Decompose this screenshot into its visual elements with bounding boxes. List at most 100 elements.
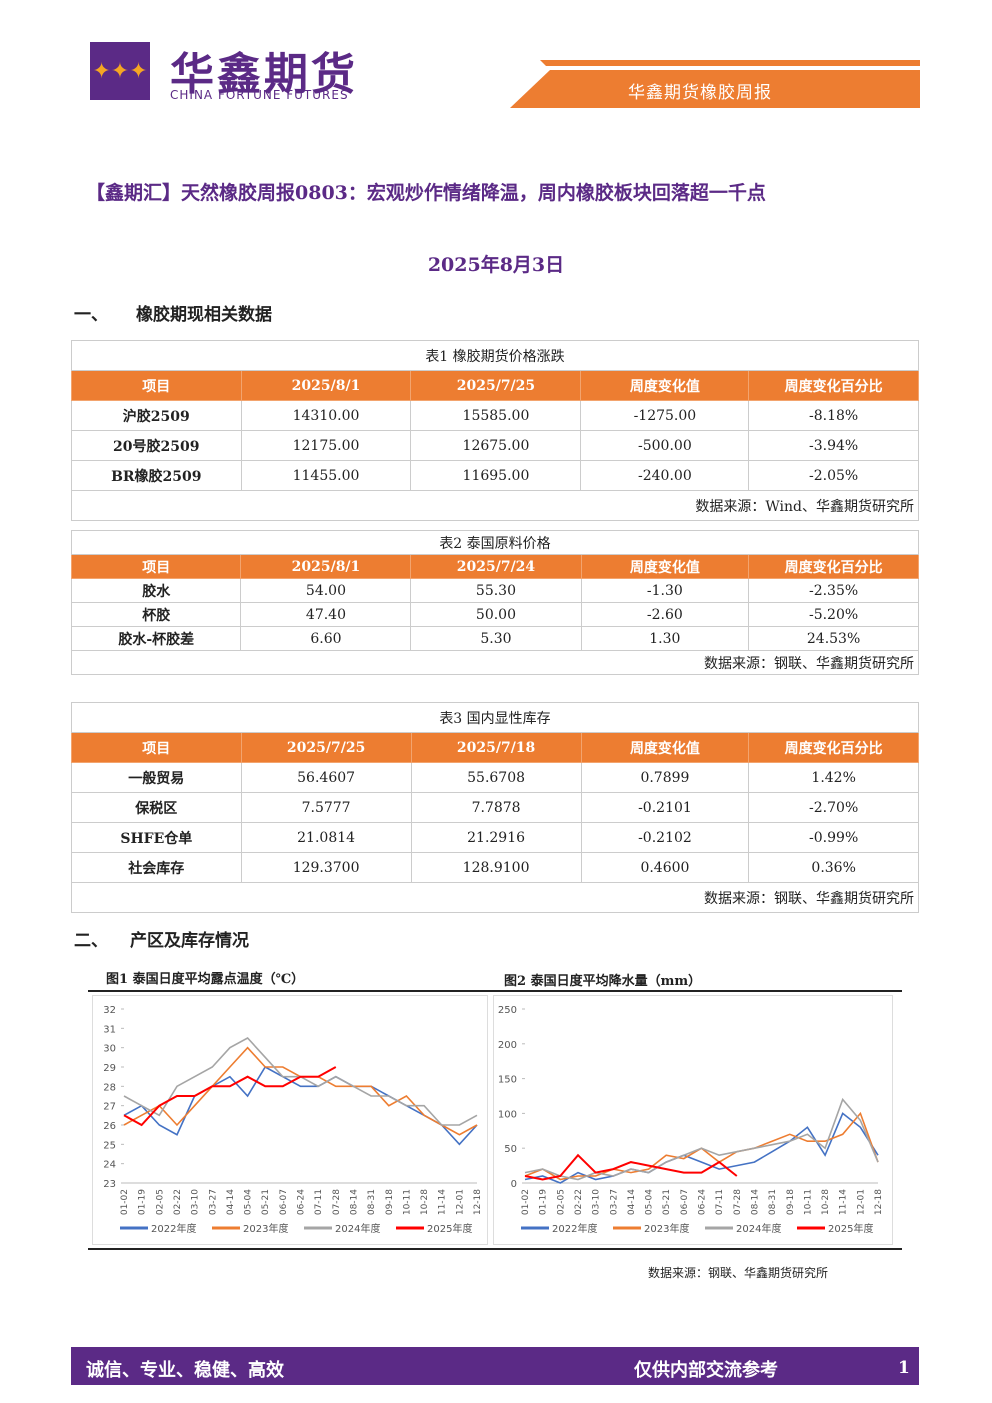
- title: 【鑫期汇】天然橡胶周报0803：宏观炒作情绪降温，周内橡胶板块回落超一千点: [86, 182, 766, 204]
- caption-row: 表2 泰国原料价格: [71, 530, 919, 555]
- header-cell: 周度变化百分比: [748, 370, 919, 401]
- y-tick-label: 28: [103, 1082, 116, 1093]
- cell: 胶水-杯胶差: [70, 626, 242, 651]
- x-tick-label: 10-28: [420, 1189, 430, 1215]
- y-tick-label: 30: [103, 1044, 116, 1055]
- cell: 129.3700: [240, 852, 412, 883]
- cell: 50.00: [410, 602, 582, 627]
- series-line: [524, 1097, 879, 1181]
- x-tick-label: 03-10: [592, 1189, 602, 1215]
- y-tick-label: 32: [103, 1005, 116, 1016]
- data-row: 一般贸易 56.4607 55.6708 0.7899 1.42%: [71, 762, 919, 793]
- chart-caption: 图1 泰国日度平均露点温度（℃）: [106, 972, 305, 987]
- x-tick-label: 05-21: [662, 1189, 672, 1215]
- x-tick-label: 12-01: [455, 1189, 465, 1215]
- y-tick-label: 100: [498, 1109, 517, 1120]
- series-line: [524, 1153, 738, 1181]
- x-tick-label: 01-19: [539, 1189, 549, 1215]
- cell: 胶水: [70, 578, 242, 603]
- x-tick-label: 06-07: [680, 1189, 690, 1215]
- cell: -0.2101: [580, 792, 750, 823]
- legend-label: 2025年度: [427, 1222, 472, 1235]
- header-cell: 项目: [71, 732, 242, 763]
- cell: 6.60: [240, 626, 412, 651]
- table-caption: 表2 泰国原料价格: [71, 530, 919, 555]
- logo-icon: ✦✦✦: [92, 59, 147, 84]
- x-tick-label: 11-14: [438, 1189, 448, 1215]
- x-tick-label: 01-02: [120, 1189, 130, 1215]
- x-tick-label: 06-24: [297, 1189, 307, 1215]
- table-source: 数据来源：钢联、华鑫期货研究所: [71, 650, 919, 675]
- source-row: 数据来源：钢联、华鑫期货研究所: [71, 882, 919, 913]
- cell: 0.4600: [580, 852, 750, 883]
- x-tick-label: 03-27: [208, 1189, 218, 1215]
- x-tick-label: 03-27: [609, 1189, 619, 1215]
- x-tick-label: 08-31: [367, 1189, 377, 1215]
- header-cell: 2025/7/18: [410, 732, 582, 763]
- y-tick-label: 150: [498, 1075, 517, 1086]
- data-table: 表3 国内显性库存 项目 2025/7/25 2025/7/18 周度变化值 周度变化百分…: [71, 702, 919, 913]
- footer-notice: 仅供内部交流参考: [634, 1360, 778, 1381]
- cell: 24.53%: [748, 626, 919, 651]
- legend-label: 2022年度: [151, 1222, 196, 1235]
- cell: 沪胶2509: [71, 400, 242, 431]
- cell: 保税区: [71, 792, 242, 823]
- y-tick-label: 50: [504, 1144, 517, 1155]
- y-tick-label: 26: [103, 1121, 116, 1132]
- cell: 55.6708: [410, 762, 582, 793]
- header-cell: 2025/7/25: [410, 370, 582, 401]
- header-cell: 周度变化值: [580, 732, 750, 763]
- header-row: 项目 2025/7/25 2025/7/18 周度变化值 周度变化百分比: [71, 732, 919, 763]
- cell: 1.30: [580, 626, 750, 651]
- table-caption: 表3 国内显性库存: [71, 702, 919, 733]
- section-number: 一、: [74, 305, 108, 325]
- x-tick-label: 05-21: [261, 1189, 271, 1215]
- logo: ✦✦✦: [90, 42, 150, 100]
- y-tick-label: 200: [498, 1040, 517, 1051]
- header-row: 项目 2025/8/1 2025/7/25 周度变化值 周度变化百分比: [71, 370, 919, 401]
- cell: -2.60: [580, 602, 750, 627]
- header-cell: 周度变化百分比: [748, 732, 919, 763]
- caption-row: 表1 橡胶期货价格涨跌: [71, 340, 919, 371]
- x-tick-label: 10-11: [803, 1189, 813, 1215]
- section-title: 产区及库存情况: [130, 931, 249, 951]
- y-tick-label: 25: [103, 1140, 116, 1151]
- header-cell: 项目: [70, 554, 242, 579]
- cell: 11455.00: [240, 460, 412, 491]
- x-tick-label: 01-02: [521, 1189, 531, 1215]
- cell: 20号胶2509: [71, 430, 242, 461]
- footer-motto: 诚信、专业、稳健、高效: [86, 1360, 284, 1381]
- footer: [71, 1347, 919, 1385]
- header-cell: 2025/8/1: [240, 554, 412, 579]
- cell: 12175.00: [240, 430, 412, 461]
- report-name: 华鑫期货橡胶周报: [628, 83, 772, 103]
- data-table: 表1 橡胶期货价格涨跌 项目 2025/8/1 2025/7/25 周度变化值 周度变化百…: [71, 340, 919, 521]
- chart: 23 24 25 26 27 28 29 30 31 32 01-02 01-19 02-05 02-22…: [92, 995, 488, 1245]
- cell: -240.00: [580, 460, 750, 491]
- cell: 54.00: [240, 578, 412, 603]
- cell: 47.40: [240, 602, 412, 627]
- cell: 0.36%: [748, 852, 919, 883]
- x-tick-label: 05-04: [645, 1189, 655, 1215]
- cell: 56.4607: [240, 762, 412, 793]
- cell: 14310.00: [240, 400, 412, 431]
- page-number: 1: [898, 1358, 910, 1378]
- x-tick-label: 02-22: [173, 1189, 183, 1215]
- header-cell: 2025/8/1: [240, 370, 412, 401]
- data-row: 保税区 7.5777 7.7878 -0.2101 -2.70%: [71, 792, 919, 823]
- legend-label: 2023年度: [243, 1222, 288, 1235]
- table-source: 数据来源：钢联、华鑫期货研究所: [71, 882, 919, 913]
- data-row: BR橡胶2509 11455.00 11695.00 -240.00 -2.05%: [71, 460, 919, 491]
- header-band: [510, 60, 920, 108]
- x-tick-label: 02-05: [155, 1189, 165, 1215]
- header-cell: 2025/7/25: [240, 732, 412, 763]
- header-cell: 周度变化值: [580, 370, 750, 401]
- cell: -0.2102: [580, 822, 750, 853]
- x-tick-label: 06-07: [279, 1189, 289, 1215]
- y-tick-label: 31: [103, 1024, 116, 1035]
- y-tick-label: 29: [103, 1063, 116, 1074]
- x-tick-label: 03-10: [191, 1189, 201, 1215]
- cell: 5.30: [410, 626, 582, 651]
- table-source: 数据来源：Wind、华鑫期货研究所: [71, 490, 919, 521]
- x-tick-label: 12-18: [874, 1189, 884, 1215]
